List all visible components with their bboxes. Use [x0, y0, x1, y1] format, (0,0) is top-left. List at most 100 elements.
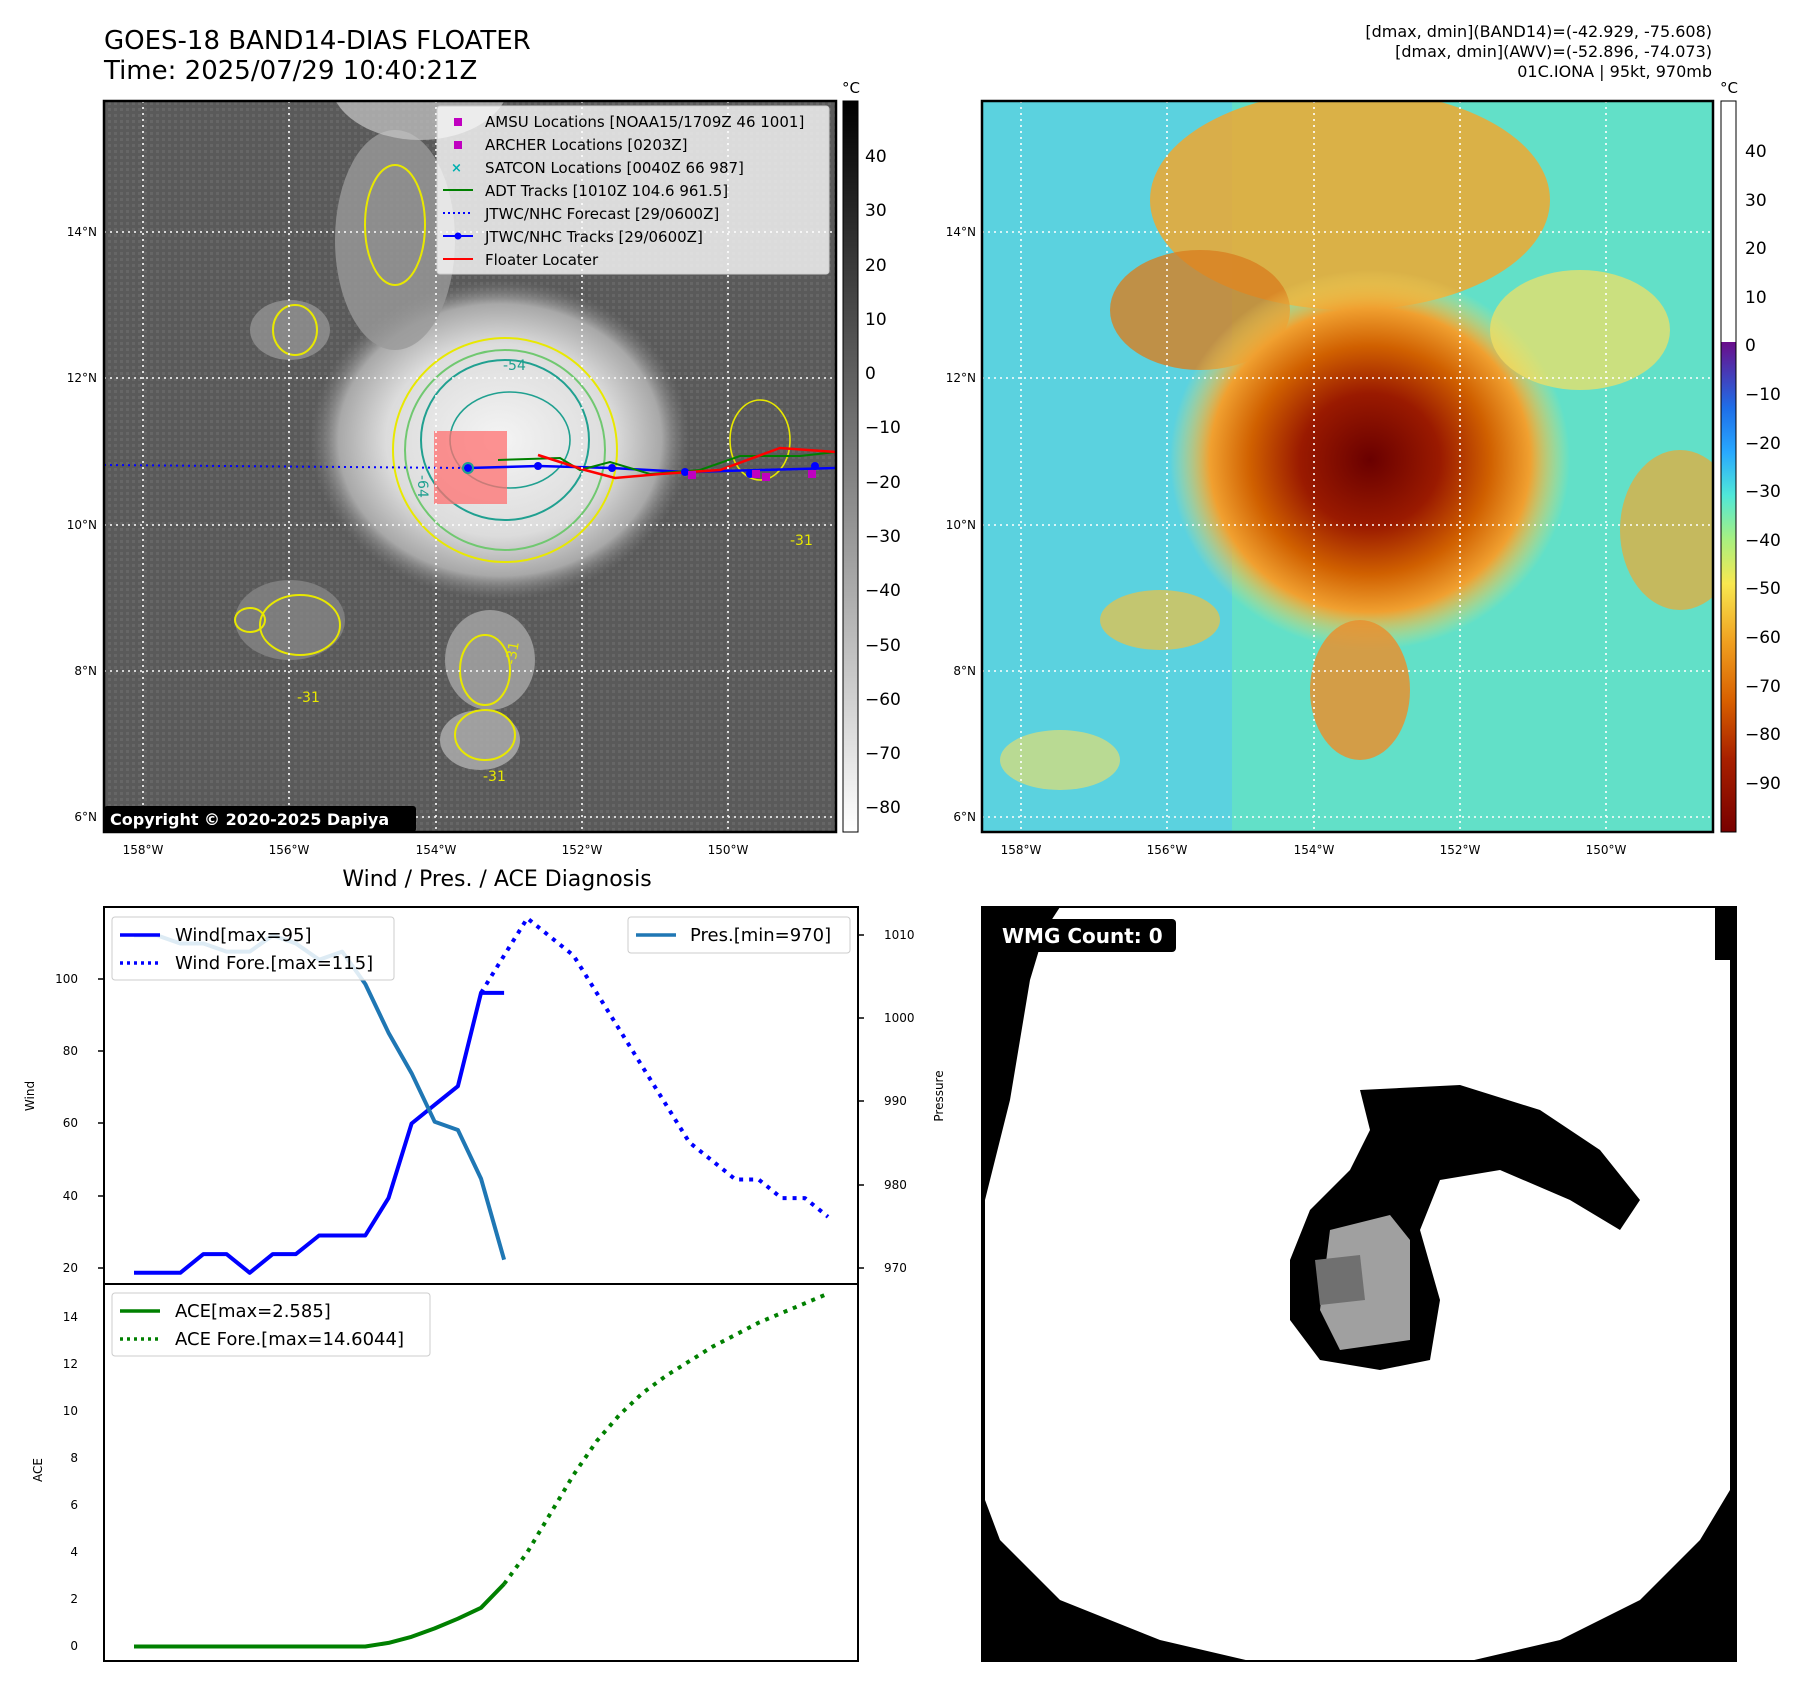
ir-lon-labels: 158°W 156°W 154°W 152°W 150°W	[123, 843, 749, 857]
awv-colorbar-unit: °C	[1720, 79, 1738, 97]
copyright-badge	[104, 806, 416, 832]
legend-ace-label: ACE[max=2.585]	[175, 1301, 331, 1322]
series-line-wind	[134, 990, 505, 1275]
lon-label: 150°W	[708, 843, 749, 857]
wmg-count-badge	[992, 919, 1176, 952]
copyright-text: Copyright © 2020-2025 Dapiya	[110, 810, 389, 829]
colorbar-tick: −20	[865, 473, 901, 493]
wind-tick: 20	[63, 1261, 78, 1275]
lon-label: 154°W	[416, 843, 457, 857]
wmg-count-label: WMG Count: 0	[1002, 924, 1163, 948]
colorbar-tick: −80	[865, 798, 901, 818]
ir-contour-labels: -54 -64 -31 -31 -31 -31	[297, 358, 813, 785]
wind-tick-marks	[98, 934, 864, 1269]
wind-tick: 60	[63, 1116, 78, 1130]
colorbar-tick: −10	[1745, 385, 1781, 405]
ace-legend: ACE[max=2.585] ACE Fore.[max=14.6044]	[111, 1292, 431, 1357]
pressure-ticks: 1010 1000 990 980 970	[884, 928, 915, 1275]
colorbar-tick: 10	[1745, 288, 1767, 308]
awv-map: 158°W 156°W 154°W 152°W 150°W 14°N 12°N …	[946, 79, 1781, 857]
legend-label: Floater Locater	[485, 251, 599, 269]
ace-tick: 2	[70, 1592, 78, 1606]
lat-label: 8°N	[74, 664, 97, 678]
ir-legend-box	[436, 105, 830, 275]
colorbar-tick: −80	[1745, 725, 1781, 745]
ir-colorbar-ticks: 40 30 20 10 0 −10 −20 −30 −40 −50 −60 −7…	[865, 147, 901, 818]
colorbar-tick: −70	[865, 744, 901, 764]
colorbar-tick: −90	[1745, 774, 1781, 794]
colorbar-tick: −60	[865, 690, 901, 710]
pressure-tick: 1010	[884, 928, 915, 942]
wind-tick: 100	[55, 972, 78, 986]
legend-label: JTWC/NHC Forecast [29/0600Z]	[484, 205, 719, 223]
ace-tick: 6	[70, 1498, 78, 1512]
legend-marker-jtwc-track-dot	[454, 232, 462, 240]
ace-legend-box	[111, 1292, 431, 1357]
legend-pressure-label: Pres.[min=970]	[690, 925, 831, 946]
ace-tick: 4	[70, 1545, 78, 1559]
lon-label: 152°W	[562, 843, 603, 857]
ace-tick: 14	[63, 1310, 78, 1324]
legend-label: AMSU Locations [NOAA15/1709Z 46 1001]	[485, 113, 804, 131]
colorbar-tick: −60	[1745, 628, 1781, 648]
colorbar-tick: −20	[1745, 434, 1781, 454]
awv-colorbar-ticks: 40 30 20 10 0 −10 −20 −30 −40 −50 −60 −7…	[1745, 142, 1781, 794]
colorbar-tick: −30	[1745, 482, 1781, 502]
contour-label: -31	[790, 533, 813, 549]
wmg-storm-gray	[1320, 1215, 1410, 1350]
jtwc-forecast-line	[104, 464, 469, 469]
legend-marker-archer	[454, 141, 462, 149]
wmg-storm-dark-gray	[1315, 1255, 1365, 1305]
legend-label: ARCHER Locations [0203Z]	[485, 136, 688, 154]
ir-cloud-field	[235, 101, 690, 770]
satcon-point	[462, 462, 474, 474]
jtwc-track-line	[467, 464, 836, 474]
legend-marker-amsu	[454, 118, 462, 126]
amsu-archer-points	[688, 470, 816, 481]
figure-info: [dmax, dmin](BAND14)=(-42.929, -75.608) …	[1365, 22, 1712, 82]
diagnosis-title: Wind / Pres. / ACE Diagnosis	[342, 867, 651, 892]
lat-label: 14°N	[946, 225, 976, 239]
wmg-frame	[981, 906, 1737, 1662]
contour-label: -64	[414, 475, 430, 498]
pressure-tick: 980	[884, 1178, 907, 1192]
wind-tick: 80	[63, 1044, 78, 1058]
ace-tick: 8	[70, 1451, 78, 1465]
legend-label: JTWC/NHC Tracks [29/0600Z]	[484, 228, 703, 246]
awv-colorbar	[1720, 100, 1737, 833]
lat-label: 14°N	[67, 225, 97, 239]
awv-lon-labels: 158°W 156°W 154°W 152°W 150°W	[1001, 843, 1627, 857]
lon-label: 158°W	[1001, 843, 1042, 857]
wind-ticks: 100 80 60 40 20	[55, 972, 78, 1275]
pressure-legend: Pres.[min=970]	[627, 916, 851, 954]
figure-title-line1: GOES-18 BAND14-DIAS FLOATER	[104, 26, 531, 56]
info-line1: [dmax, dmin](BAND14)=(-42.929, -75.608)	[1365, 22, 1712, 41]
ir-lat-labels: 14°N 12°N 10°N 8°N 6°N	[67, 225, 97, 824]
pressure-tick: 1000	[884, 1011, 915, 1025]
lon-label: 156°W	[269, 843, 310, 857]
lat-label: 10°N	[67, 518, 97, 532]
lat-label: 10°N	[946, 518, 976, 532]
lat-label: 12°N	[67, 371, 97, 385]
legend-marker-satcon: ×	[451, 161, 462, 176]
legend-ace-fore-label: ACE Fore.[max=14.6044]	[175, 1329, 404, 1350]
colorbar-tick: 20	[865, 256, 887, 276]
ir-contours	[234, 164, 791, 761]
pressure-tick: 990	[884, 1094, 907, 1108]
figure-title-line2: Time: 2025/07/29 10:40:21Z	[104, 56, 478, 86]
lon-label: 150°W	[1586, 843, 1627, 857]
floater-track-line	[537, 446, 836, 480]
colorbar-tick: 30	[1745, 191, 1767, 211]
ir-map: -54 -64 -31 -31 -31 -31	[67, 79, 901, 857]
pressure-legend-box	[627, 916, 851, 954]
ace-ticks: 14 12 10 8 6 4 2 0	[63, 1310, 78, 1653]
ace-tick: 12	[63, 1357, 78, 1371]
colorbar-tick: 0	[1745, 336, 1756, 356]
colorbar-tick: −40	[865, 581, 901, 601]
contour-label: -31	[483, 769, 506, 785]
series-line-ace	[134, 1582, 506, 1649]
ace-tick: 10	[63, 1404, 78, 1418]
series-line-wind-fore	[479, 916, 830, 1219]
pressure-ylabel: Pressure	[932, 1070, 946, 1121]
lon-label: 154°W	[1294, 843, 1335, 857]
